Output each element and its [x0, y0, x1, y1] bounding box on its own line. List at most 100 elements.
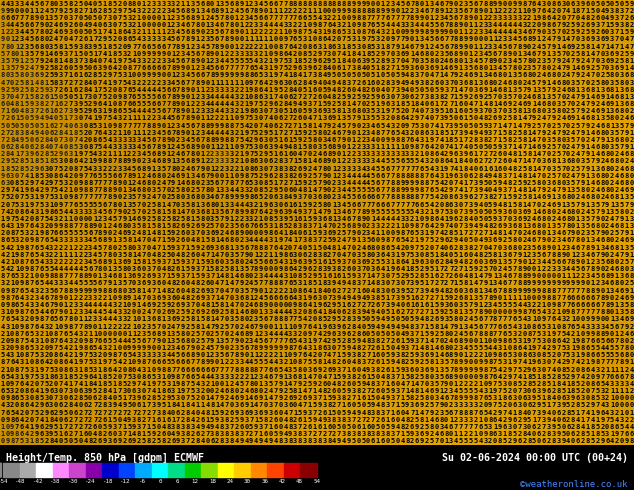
- Text: 8: 8: [157, 252, 160, 258]
- Text: 9: 9: [176, 94, 180, 100]
- Text: 9: 9: [566, 280, 571, 287]
- Text: 7: 7: [63, 317, 68, 322]
- Text: 3: 3: [541, 338, 546, 344]
- Text: 1: 1: [586, 259, 590, 265]
- Text: 9: 9: [283, 144, 287, 150]
- Text: 4: 4: [142, 381, 146, 387]
- Text: 1: 1: [112, 388, 117, 394]
- Text: 8: 8: [361, 29, 365, 35]
- Text: 0: 0: [0, 144, 4, 150]
- Text: 5: 5: [512, 302, 517, 308]
- Text: 7: 7: [581, 79, 585, 86]
- Text: 9: 9: [171, 374, 175, 380]
- Text: 4: 4: [5, 22, 10, 28]
- Text: 8: 8: [380, 245, 385, 250]
- Text: 8: 8: [122, 36, 127, 43]
- Text: 1: 1: [171, 73, 175, 78]
- Text: 8: 8: [488, 101, 492, 107]
- Text: 9: 9: [630, 29, 634, 35]
- Text: 4: 4: [351, 359, 356, 366]
- Text: 7: 7: [322, 51, 327, 57]
- Text: 9: 9: [610, 273, 614, 279]
- Text: 9: 9: [142, 51, 146, 57]
- Text: 7: 7: [429, 122, 434, 128]
- Text: 0: 0: [259, 180, 263, 186]
- Text: 4: 4: [254, 402, 258, 409]
- Text: 7: 7: [576, 309, 580, 315]
- Text: 3: 3: [429, 108, 434, 114]
- Text: 9: 9: [5, 216, 10, 222]
- Text: 3: 3: [98, 122, 102, 128]
- Text: 5: 5: [146, 331, 151, 337]
- Text: 5: 5: [385, 388, 390, 394]
- Text: 7: 7: [552, 359, 555, 366]
- Text: 1: 1: [478, 381, 482, 387]
- Text: 8: 8: [127, 367, 131, 372]
- Text: 4: 4: [137, 108, 141, 114]
- Text: 7: 7: [224, 295, 229, 301]
- Text: 0: 0: [532, 295, 536, 301]
- Text: 2: 2: [366, 223, 370, 229]
- Text: 5: 5: [127, 402, 131, 409]
- Text: 3: 3: [405, 22, 410, 28]
- Text: 6: 6: [532, 367, 536, 372]
- Text: 6: 6: [264, 144, 268, 150]
- Text: 2: 2: [332, 101, 336, 107]
- Text: 9: 9: [615, 22, 619, 28]
- Text: 8: 8: [527, 166, 531, 171]
- Text: 4: 4: [590, 144, 595, 150]
- Text: 0: 0: [561, 424, 566, 430]
- Text: 7: 7: [619, 130, 624, 136]
- Text: 2: 2: [459, 381, 463, 387]
- Text: 1: 1: [420, 331, 424, 337]
- Text: 9: 9: [444, 29, 448, 35]
- Text: 1: 1: [239, 79, 243, 86]
- Text: 0: 0: [624, 137, 629, 143]
- Text: 9: 9: [25, 187, 29, 193]
- Text: 3: 3: [176, 395, 180, 401]
- Text: 2: 2: [478, 352, 482, 358]
- Text: -6: -6: [139, 479, 146, 484]
- Text: 5: 5: [298, 410, 302, 416]
- Text: 2: 2: [283, 130, 287, 136]
- Text: 1: 1: [68, 252, 73, 258]
- Text: 6: 6: [571, 431, 575, 437]
- Text: 4: 4: [624, 44, 629, 49]
- Text: 7: 7: [88, 173, 93, 179]
- Text: 2: 2: [342, 158, 346, 165]
- Text: 1: 1: [288, 288, 292, 294]
- Text: 1: 1: [220, 359, 224, 366]
- Text: 6: 6: [449, 201, 453, 208]
- Text: 2: 2: [79, 245, 82, 250]
- Text: 8: 8: [507, 180, 512, 186]
- Text: 3: 3: [405, 130, 410, 136]
- Text: 2: 2: [269, 209, 273, 215]
- Text: 2: 2: [512, 130, 517, 136]
- Text: 8: 8: [83, 180, 87, 186]
- Text: 2: 2: [54, 130, 58, 136]
- Text: 0: 0: [239, 302, 243, 308]
- Text: 0: 0: [556, 367, 560, 372]
- Text: 8: 8: [385, 431, 390, 437]
- Text: 9: 9: [537, 29, 541, 35]
- Text: 5: 5: [337, 374, 341, 380]
- Text: 5: 5: [112, 44, 117, 49]
- Text: 3: 3: [483, 439, 488, 444]
- Text: 6: 6: [610, 338, 614, 344]
- Text: 8: 8: [239, 367, 243, 372]
- Text: 3: 3: [210, 259, 214, 265]
- Text: 8: 8: [288, 230, 292, 236]
- Text: 4: 4: [605, 195, 609, 200]
- Text: 6: 6: [152, 65, 156, 71]
- Text: 9: 9: [30, 151, 34, 157]
- Text: 3: 3: [181, 51, 185, 57]
- Text: 7: 7: [347, 237, 351, 244]
- Text: 1: 1: [302, 374, 307, 380]
- Text: 6: 6: [420, 51, 424, 57]
- Text: 0: 0: [356, 367, 361, 372]
- Text: 1: 1: [15, 266, 19, 272]
- Text: 5: 5: [547, 58, 551, 64]
- Text: 5: 5: [176, 338, 180, 344]
- Text: 8: 8: [376, 8, 380, 14]
- Text: 8: 8: [581, 367, 585, 372]
